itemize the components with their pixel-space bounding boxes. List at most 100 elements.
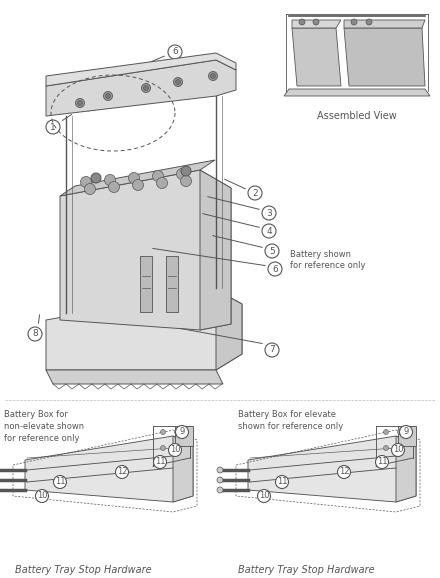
Polygon shape xyxy=(175,426,193,446)
Text: Battery Tray Stop Hardware: Battery Tray Stop Hardware xyxy=(238,565,374,575)
Text: 10: 10 xyxy=(393,446,403,454)
Text: 11: 11 xyxy=(277,477,287,487)
Circle shape xyxy=(81,176,92,187)
Circle shape xyxy=(375,455,389,469)
Circle shape xyxy=(28,327,42,341)
Text: 11: 11 xyxy=(55,477,65,487)
Circle shape xyxy=(384,446,389,450)
Text: 12: 12 xyxy=(339,468,349,476)
Text: 10: 10 xyxy=(170,446,180,454)
Text: Battery Box for
non-elevate shown
for reference only: Battery Box for non-elevate shown for re… xyxy=(4,410,84,443)
Circle shape xyxy=(351,19,357,25)
Circle shape xyxy=(175,429,180,435)
Circle shape xyxy=(109,181,120,192)
Polygon shape xyxy=(60,160,215,196)
Polygon shape xyxy=(173,436,193,502)
Polygon shape xyxy=(46,370,223,384)
Text: 7: 7 xyxy=(269,346,275,354)
Circle shape xyxy=(54,476,66,488)
Circle shape xyxy=(265,244,279,258)
Text: 2: 2 xyxy=(252,188,258,198)
Text: 10: 10 xyxy=(37,491,47,501)
Polygon shape xyxy=(60,170,231,330)
Circle shape xyxy=(161,446,165,450)
Polygon shape xyxy=(248,436,416,502)
Circle shape xyxy=(106,94,110,98)
Polygon shape xyxy=(292,20,341,28)
Circle shape xyxy=(248,186,262,200)
Text: 3: 3 xyxy=(266,209,272,217)
Circle shape xyxy=(161,429,165,435)
Circle shape xyxy=(217,467,223,473)
Polygon shape xyxy=(284,89,430,96)
Polygon shape xyxy=(216,290,242,370)
Text: 11: 11 xyxy=(155,458,165,466)
Text: Battery shown
for reference only: Battery shown for reference only xyxy=(290,250,366,271)
Circle shape xyxy=(299,19,305,25)
Circle shape xyxy=(84,183,95,195)
Circle shape xyxy=(262,206,276,220)
Polygon shape xyxy=(344,20,425,28)
Circle shape xyxy=(337,465,351,479)
Polygon shape xyxy=(140,256,152,312)
Circle shape xyxy=(168,45,182,59)
Polygon shape xyxy=(398,426,416,446)
Text: 8: 8 xyxy=(32,329,38,339)
Polygon shape xyxy=(46,60,236,116)
Polygon shape xyxy=(46,290,242,370)
Text: 5: 5 xyxy=(269,246,275,255)
Circle shape xyxy=(143,86,148,91)
Polygon shape xyxy=(46,53,236,86)
Circle shape xyxy=(176,80,180,84)
Circle shape xyxy=(153,171,164,181)
Circle shape xyxy=(275,476,289,488)
Circle shape xyxy=(313,19,319,25)
Circle shape xyxy=(169,443,181,457)
Polygon shape xyxy=(25,436,193,502)
Text: 6: 6 xyxy=(172,47,178,57)
Circle shape xyxy=(209,72,217,80)
Circle shape xyxy=(173,77,183,87)
Text: 10: 10 xyxy=(259,491,269,501)
Circle shape xyxy=(176,425,188,439)
Circle shape xyxy=(157,177,168,188)
Circle shape xyxy=(265,343,279,357)
Circle shape xyxy=(366,19,372,25)
Circle shape xyxy=(115,465,128,479)
Circle shape xyxy=(257,490,271,502)
Circle shape xyxy=(210,73,216,79)
Circle shape xyxy=(77,101,83,106)
Circle shape xyxy=(176,169,187,180)
Polygon shape xyxy=(292,28,341,86)
Text: Assembled View: Assembled View xyxy=(317,111,397,121)
Circle shape xyxy=(268,262,282,276)
Polygon shape xyxy=(200,170,231,330)
Circle shape xyxy=(217,487,223,493)
Text: Battery Tray Stop Hardware: Battery Tray Stop Hardware xyxy=(15,565,152,575)
Circle shape xyxy=(46,120,60,134)
Polygon shape xyxy=(396,436,416,502)
Circle shape xyxy=(217,477,223,483)
Text: 9: 9 xyxy=(403,428,409,436)
Circle shape xyxy=(91,173,101,183)
Circle shape xyxy=(103,91,113,101)
Text: 12: 12 xyxy=(117,468,127,476)
Circle shape xyxy=(397,429,403,435)
Circle shape xyxy=(36,490,48,502)
Polygon shape xyxy=(166,256,178,312)
Circle shape xyxy=(76,98,84,108)
Circle shape xyxy=(262,224,276,238)
Circle shape xyxy=(400,425,413,439)
Text: Battery Box for elevate
shown for reference only: Battery Box for elevate shown for refere… xyxy=(238,410,343,431)
Circle shape xyxy=(128,172,139,183)
Circle shape xyxy=(142,83,150,92)
Circle shape xyxy=(384,429,389,435)
Text: 1: 1 xyxy=(50,123,56,132)
Circle shape xyxy=(154,455,166,469)
Circle shape xyxy=(132,180,143,191)
Circle shape xyxy=(392,443,404,457)
Polygon shape xyxy=(344,28,425,86)
Text: 11: 11 xyxy=(377,458,387,466)
Circle shape xyxy=(180,176,191,187)
Circle shape xyxy=(105,175,115,186)
